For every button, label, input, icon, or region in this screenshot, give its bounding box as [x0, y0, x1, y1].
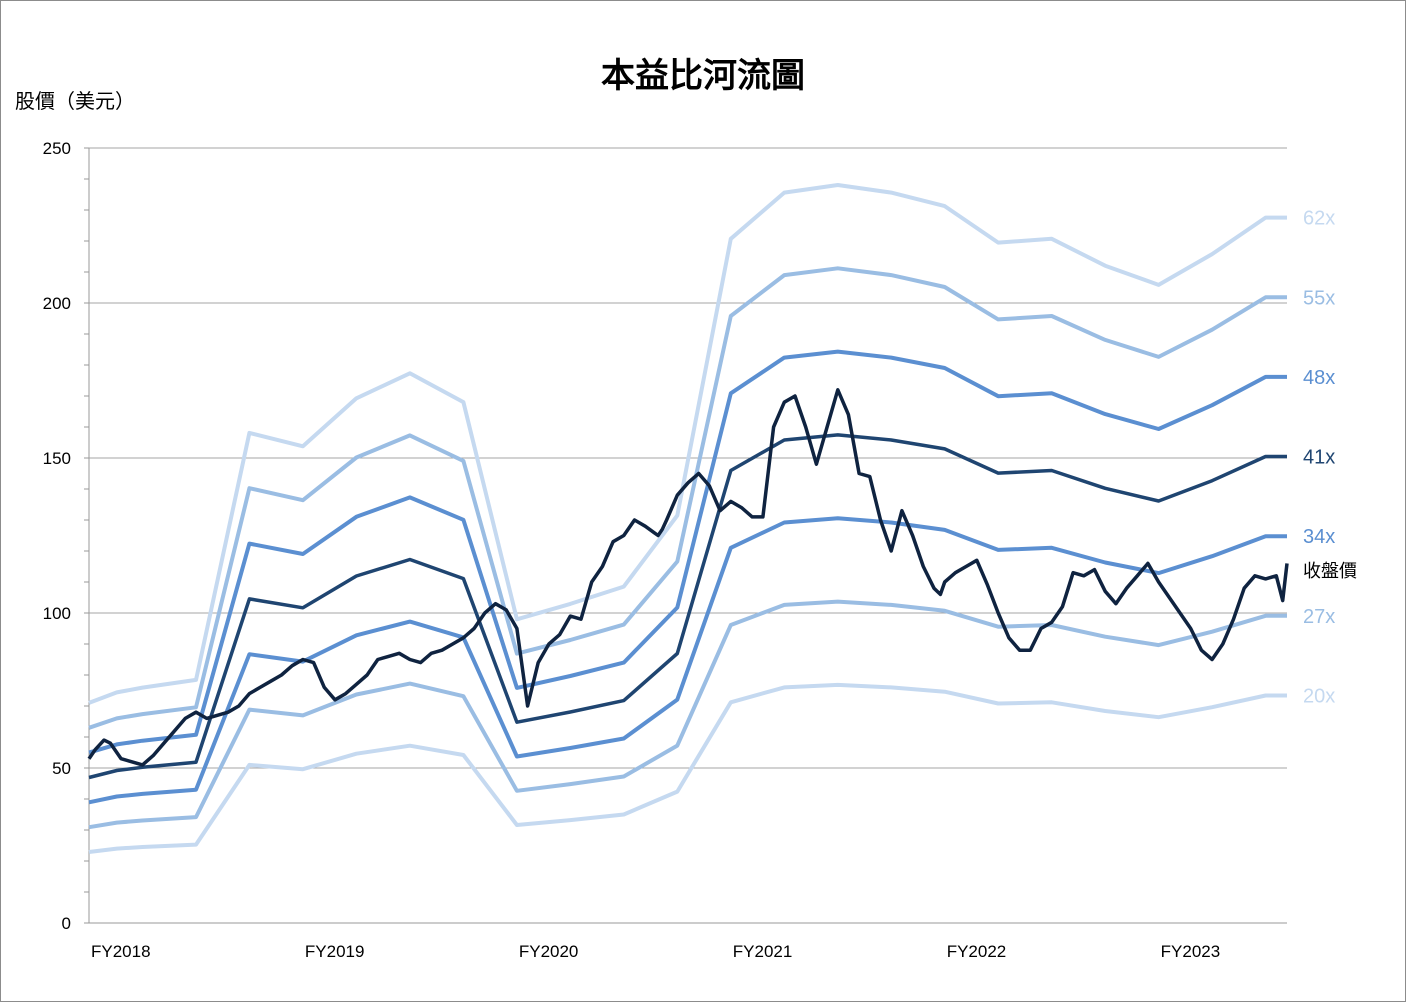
x-tick-label: FY2018 [91, 942, 151, 961]
price-label: 收盤價 [1303, 561, 1357, 582]
x-tick-label: FY2021 [733, 942, 793, 961]
band-label-27x: 27x [1303, 606, 1335, 628]
band-line-48x [88, 349, 1287, 755]
band-label-34x: 34x [1303, 526, 1335, 548]
y-tick-label: 0 [62, 914, 71, 933]
band-line-55x [88, 266, 1287, 730]
band-line-27x [88, 599, 1287, 830]
band-line-62x [88, 183, 1287, 705]
pe-bands [88, 183, 1287, 854]
band-line-34x [88, 516, 1287, 805]
band-label-55x: 55x [1303, 287, 1335, 309]
y-tick-label: 200 [43, 294, 71, 313]
x-tick-label: FY2019 [305, 942, 365, 961]
y-tick-label: 100 [43, 604, 71, 623]
y-tick-label: 50 [52, 759, 71, 778]
band-label-20x: 20x [1303, 685, 1335, 707]
y-tick-label: 150 [43, 449, 71, 468]
price-series [87, 388, 1289, 767]
band-label-41x: 41x [1303, 447, 1335, 469]
band-line-41x [88, 433, 1287, 780]
band-line-20x [88, 682, 1287, 854]
y-axis-ticks: 0 50 100 150 200 250 [43, 139, 71, 933]
x-tick-label: FY2020 [519, 942, 579, 961]
band-label-48x: 48x [1303, 367, 1335, 389]
band-label-62x: 62x [1303, 208, 1335, 230]
x-tick-label: FY2022 [947, 942, 1007, 961]
x-tick-label: FY2023 [1161, 942, 1221, 961]
x-axis-ticks: FY2018 FY2019 FY2020 FY2021 FY2022 FY2023 [91, 942, 1220, 961]
band-labels: 62x 55x 48x 41x 34x 27x 20x 收盤價 [1303, 208, 1357, 708]
chart-title: 本益比河流圖 [601, 56, 805, 96]
price-line [87, 388, 1289, 767]
y-axis-title: 股價（美元） [15, 89, 135, 113]
y-tick-label: 250 [43, 139, 71, 158]
